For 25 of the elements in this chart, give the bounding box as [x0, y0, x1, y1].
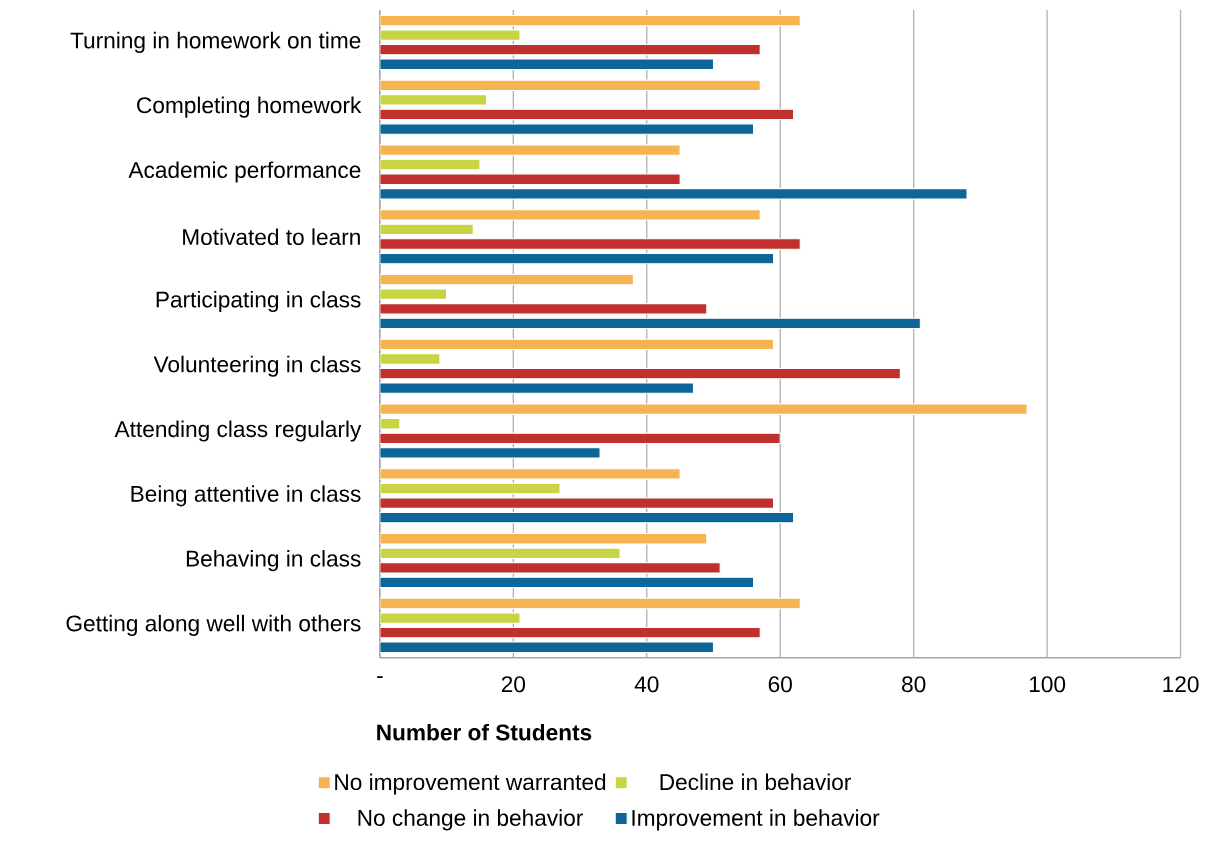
y-tick-label: Attending class regularly: [114, 420, 362, 442]
bar: [379, 353, 441, 365]
y-tick-label: Getting along well with others: [66, 614, 361, 637]
legend-label: No improvement warranted: [335, 773, 606, 795]
bar: [379, 238, 801, 250]
x-tick-label: 60: [768, 676, 792, 693]
x-tick-label: -: [377, 676, 383, 679]
x-tick-label: 80: [902, 676, 926, 693]
x-tick-label: 40: [634, 676, 659, 693]
y-tick-label: Being attentive in class: [131, 485, 361, 507]
y-tick-label: Motivated to learn: [183, 228, 360, 246]
x-tick-label: 120: [1163, 676, 1199, 693]
y-tick-label: Participating in class: [156, 291, 361, 313]
y-tick-label: Behaving in class: [186, 550, 361, 572]
bar: [379, 123, 755, 135]
legend-label: No change in behavior: [358, 809, 583, 831]
y-tick-label: Academic performance: [128, 161, 361, 183]
x-tick-label: 100: [1029, 676, 1066, 693]
y-tick-label: Volunteering in class: [153, 355, 361, 377]
x-tick-label: 20: [501, 676, 526, 693]
legend-label: Improvement in behavior: [632, 809, 880, 831]
legend-label: Decline in behavior: [660, 773, 851, 791]
y-tick-label: Turning in homework on time: [70, 32, 361, 54]
y-tick-label: Completing homework: [137, 96, 362, 118]
x-axis-title: Number of Students: [377, 724, 592, 741]
